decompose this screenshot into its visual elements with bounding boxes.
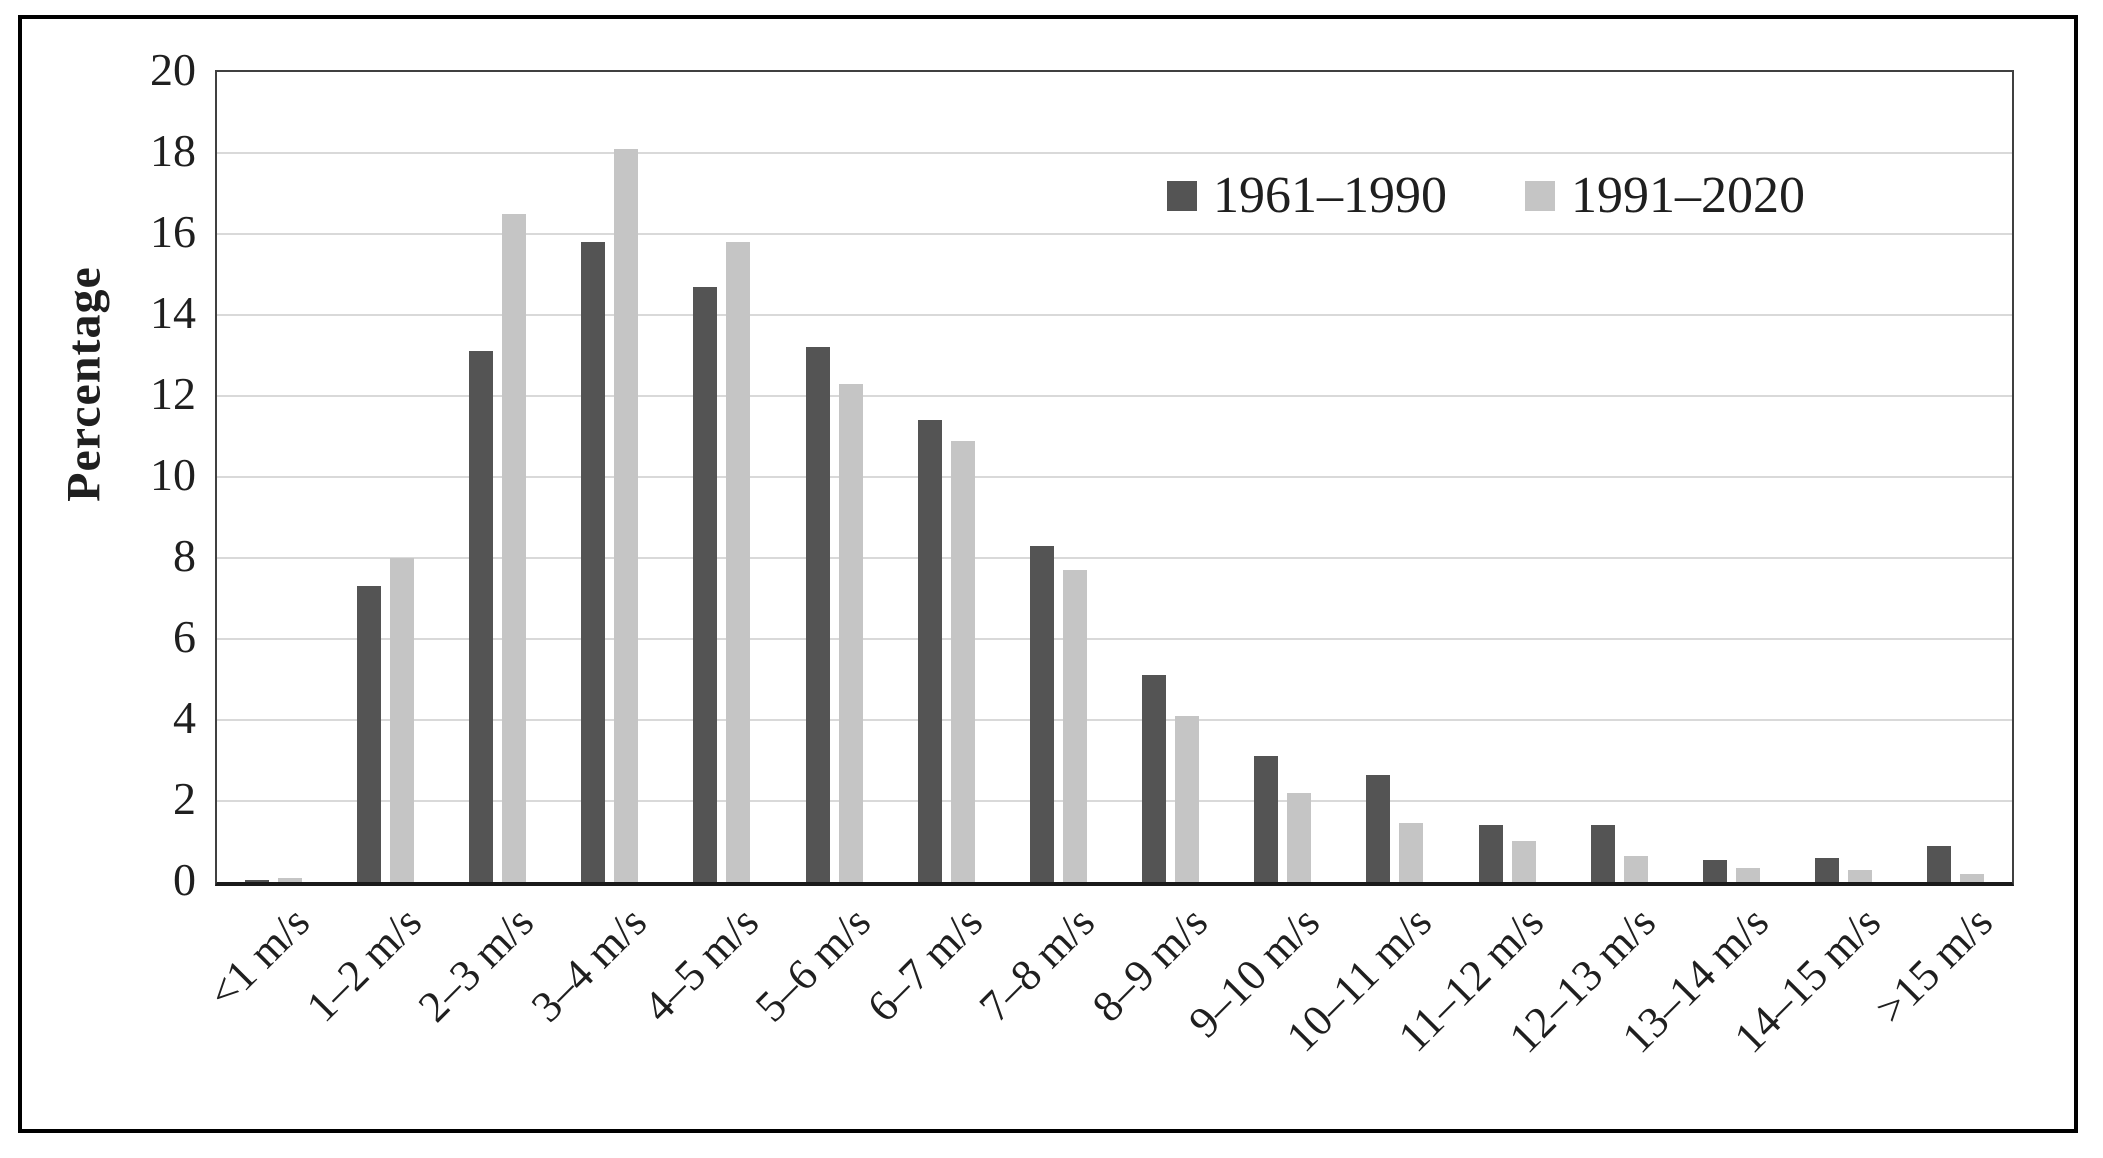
y-axis-tick-labels: 0 2 4 6 8 10 12 14 16 18 20	[40, 0, 196, 1150]
bar-group-9	[1115, 72, 1227, 882]
bar-1991-2020-10	[1287, 793, 1312, 882]
bar-1991-2020-7	[950, 441, 975, 882]
bar-1961-1990-12	[1478, 825, 1503, 882]
bar-1961-1990-14	[1703, 860, 1728, 882]
bar-1991-2020-1	[277, 878, 302, 882]
gridline-y-2	[217, 800, 2012, 802]
bar-group-15	[1788, 72, 1900, 882]
bar-1991-2020-9	[1175, 716, 1200, 882]
gridline-y-14	[217, 314, 2012, 316]
bar-group-14	[1675, 72, 1787, 882]
bar-1961-1990-8	[1029, 546, 1054, 882]
bar-1961-1990-15	[1815, 858, 1840, 882]
y-tick-label-14: 14	[150, 287, 196, 338]
bar-1961-1990-5	[693, 287, 718, 882]
bar-group-8	[1002, 72, 1114, 882]
bar-1991-2020-15	[1848, 870, 1873, 882]
bar-1961-1990-16	[1927, 846, 1952, 882]
bar-group-3	[441, 72, 553, 882]
bar-1991-2020-12	[1511, 841, 1536, 882]
legend-item-1991-2020: 1991–2020	[1525, 167, 1805, 225]
bars-container	[217, 72, 2012, 882]
bar-1991-2020-2	[389, 558, 414, 882]
bar-group-2	[329, 72, 441, 882]
bar-group-4	[554, 72, 666, 882]
gridline-y-4	[217, 719, 2012, 721]
gridline-y-6	[217, 638, 2012, 640]
bar-1961-1990-13	[1590, 825, 1615, 882]
bar-group-7	[890, 72, 1002, 882]
y-tick-label-4: 4	[173, 692, 196, 743]
bar-group-11	[1339, 72, 1451, 882]
legend-label-1961-1990: 1961–1990	[1213, 167, 1447, 224]
bar-1991-2020-3	[501, 214, 526, 882]
y-tick-label-18: 18	[150, 125, 196, 176]
y-tick-label-20: 20	[150, 44, 196, 95]
legend-label-1991-2020: 1991–2020	[1571, 167, 1805, 224]
bar-1991-2020-11	[1399, 823, 1424, 882]
bar-group-16	[1900, 72, 2012, 882]
bar-1961-1990-10	[1254, 756, 1279, 882]
bar-1961-1990-11	[1366, 775, 1391, 882]
legend-item-1961-1990: 1961–1990	[1167, 167, 1447, 225]
legend: 1961–1990 1991–2020	[1167, 167, 1805, 225]
bar-1991-2020-14	[1736, 868, 1761, 882]
gridline-y-18	[217, 152, 2012, 154]
gridline-y-16	[217, 233, 2012, 235]
bar-1961-1990-9	[1142, 675, 1167, 882]
bar-group-5	[666, 72, 778, 882]
gridline-y-8	[217, 557, 2012, 559]
bar-1961-1990-3	[468, 351, 493, 882]
gridline-y-12	[217, 395, 2012, 397]
bar-1991-2020-6	[838, 384, 863, 882]
bar-1961-1990-7	[917, 420, 942, 882]
y-tick-label-6: 6	[173, 611, 196, 662]
bar-1991-2020-16	[1960, 874, 1985, 882]
legend-swatch-dark	[1167, 181, 1197, 211]
y-tick-label-10: 10	[150, 449, 196, 500]
bar-group-10	[1227, 72, 1339, 882]
bar-group-13	[1563, 72, 1675, 882]
bar-group-12	[1451, 72, 1563, 882]
bar-1991-2020-13	[1623, 856, 1648, 882]
y-tick-label-16: 16	[150, 206, 196, 257]
bar-group-6	[778, 72, 890, 882]
bar-group-1	[217, 72, 329, 882]
gridline-y-10	[217, 476, 2012, 478]
bar-1961-1990-4	[581, 242, 606, 882]
plot-area: 1961–1990 1991–2020	[215, 70, 2014, 886]
bar-1961-1990-6	[805, 347, 830, 882]
bar-1991-2020-4	[614, 149, 639, 882]
y-tick-label-12: 12	[150, 368, 196, 419]
bar-1991-2020-8	[1062, 570, 1087, 882]
legend-swatch-light	[1525, 181, 1555, 211]
y-tick-label-0: 0	[173, 854, 196, 905]
bar-1991-2020-5	[726, 242, 751, 882]
bar-1961-1990-2	[356, 586, 381, 882]
y-tick-label-8: 8	[173, 530, 196, 581]
bar-1961-1990-1	[244, 880, 269, 882]
y-tick-label-2: 2	[173, 773, 196, 824]
